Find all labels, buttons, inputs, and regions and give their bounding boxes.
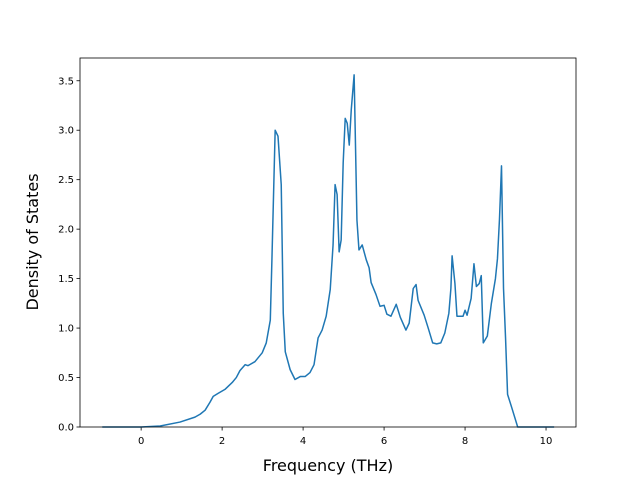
y-tick-label: 1.5	[58, 274, 74, 285]
plot-frame	[79, 57, 577, 428]
y-tick-label: 3.5	[58, 76, 74, 87]
y-tick-label: 1.0	[58, 324, 74, 335]
y-tick-label: 0.0	[58, 423, 74, 434]
x-tick-label: 2	[219, 436, 225, 447]
x-tick-label: 10	[540, 436, 553, 447]
y-axis-label: Density of States	[23, 173, 42, 310]
y-tick-label: 2.0	[58, 225, 74, 236]
y-tick-label: 3.0	[58, 126, 74, 137]
x-tick-label: 0	[138, 436, 144, 447]
y-tick-label: 2.5	[58, 175, 74, 186]
x-axis-label: Frequency (THz)	[263, 456, 393, 475]
x-tick-label: 6	[381, 436, 387, 447]
y-tick-label: 0.5	[58, 373, 74, 384]
data-line	[102, 74, 555, 428]
x-tick-label: 4	[300, 436, 306, 447]
x-tick-label: 8	[462, 436, 468, 447]
